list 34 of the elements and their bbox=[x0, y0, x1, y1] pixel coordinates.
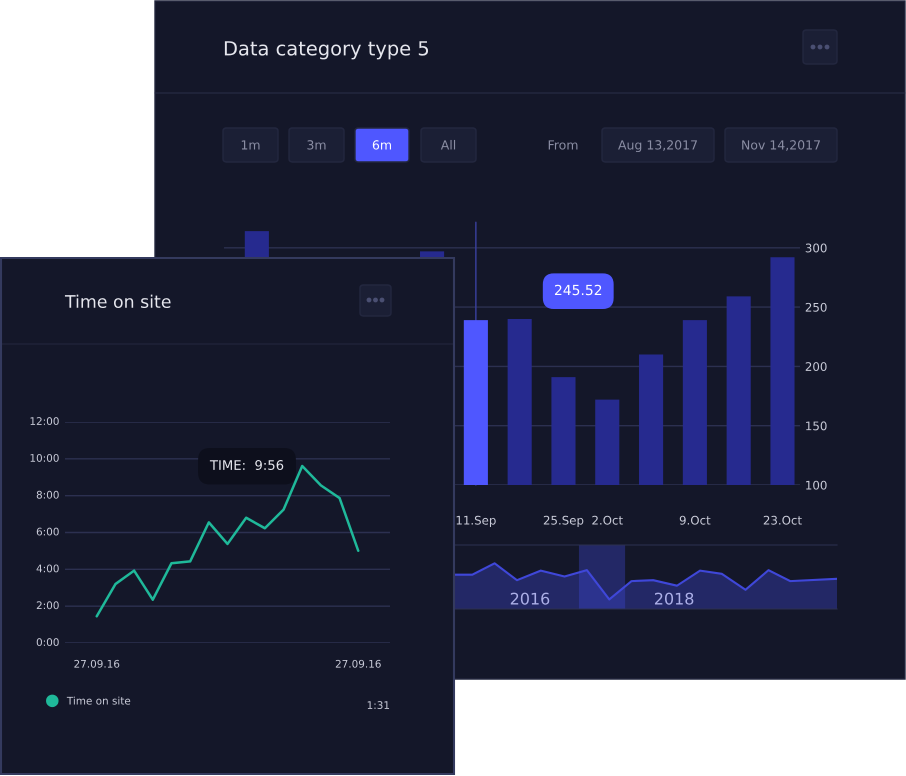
x-tick-label: 2018 bbox=[654, 592, 694, 605]
annotation: 245.52 bbox=[554, 284, 602, 296]
y-tick-label: 150 bbox=[806, 421, 827, 430]
annotation: TIME: 9:56 bbox=[210, 460, 284, 470]
text: 1:31 bbox=[368, 701, 390, 710]
text: All bbox=[440, 140, 456, 150]
y-tick-label: 300 bbox=[806, 244, 827, 252]
x-tick-label: 2.Oct bbox=[592, 516, 623, 525]
chart-title: Time on site bbox=[64, 294, 171, 308]
x-tick-label: 2016 bbox=[510, 592, 550, 605]
text: Aug 13,2017 bbox=[618, 140, 697, 152]
text: Nov 14,2017 bbox=[742, 140, 820, 151]
y-tick-label: 200 bbox=[806, 362, 827, 372]
x-tick-label: 11.Sep bbox=[456, 516, 496, 527]
y-tick-label: 4:00 bbox=[36, 564, 59, 572]
y-tick-label: 10:00 bbox=[30, 454, 59, 462]
text: 6m bbox=[372, 140, 392, 150]
x-tick-label: 23.Oct bbox=[764, 516, 802, 525]
y-tick-label: 6:00 bbox=[36, 528, 59, 536]
y-tick-label: 2:00 bbox=[36, 601, 59, 610]
chart-title: Data category type 5 bbox=[224, 41, 428, 60]
y-tick-label: 0:00 bbox=[36, 638, 59, 646]
x-tick-label: 27.09.16 bbox=[74, 660, 120, 668]
x-tick-label: 25.Sep bbox=[544, 516, 584, 527]
y-tick-label: 100 bbox=[806, 480, 827, 490]
x-tick-label: 27.09.16 bbox=[336, 660, 381, 668]
text: 3m bbox=[307, 140, 326, 150]
x-tick-label: 9.Oct bbox=[680, 516, 710, 525]
y-tick-label: 12:00 bbox=[30, 417, 59, 426]
text: From bbox=[548, 140, 578, 150]
legend-label: Time on site bbox=[66, 696, 130, 705]
text: 1m bbox=[242, 140, 260, 150]
y-tick-label: 250 bbox=[806, 302, 827, 312]
y-tick-label: 8:00 bbox=[36, 490, 59, 499]
